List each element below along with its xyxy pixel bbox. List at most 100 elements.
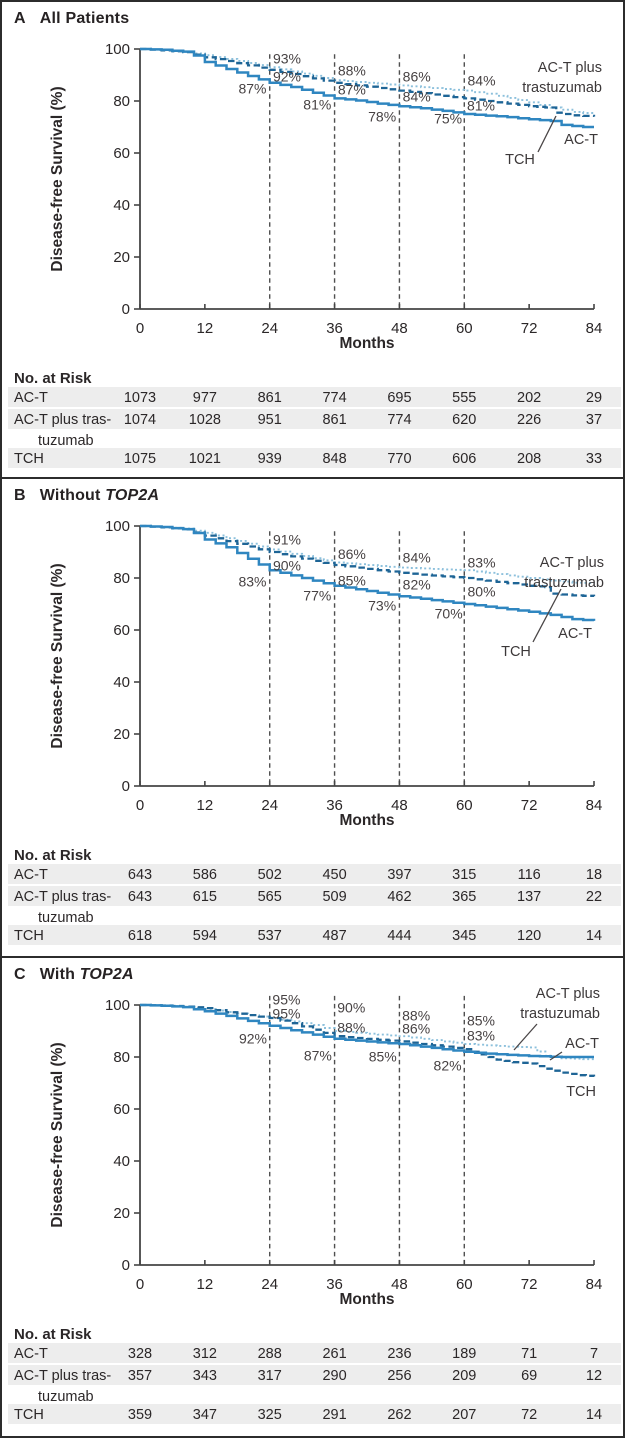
y-axis-title: Disease-free Survival (%) bbox=[49, 563, 66, 748]
x-tick-label: 72 bbox=[521, 797, 538, 814]
annotation-pct-label: 77% bbox=[303, 588, 331, 604]
legend-act: AC-T bbox=[564, 132, 598, 148]
risk-count: 261 bbox=[322, 1346, 346, 1362]
legend-act: AC-T bbox=[565, 1036, 599, 1052]
risk-row-band bbox=[8, 387, 621, 407]
risk-count: 1073 bbox=[124, 390, 156, 406]
risk-count: 509 bbox=[322, 889, 346, 905]
panel-title-text: With bbox=[39, 966, 80, 983]
x-tick-label: 24 bbox=[261, 1276, 278, 1293]
legend-act-plus-trastuzumab: AC-T plus bbox=[538, 60, 602, 76]
x-tick-label: 0 bbox=[136, 320, 144, 337]
x-tick-label: 0 bbox=[136, 797, 144, 814]
annotation-pct-label: 87% bbox=[304, 1047, 332, 1063]
risk-count: 397 bbox=[387, 867, 411, 883]
risk-row-band bbox=[8, 1343, 621, 1363]
risk-count: 137 bbox=[517, 889, 541, 905]
risk-count: 226 bbox=[517, 412, 541, 428]
annotation-pct-label: 88% bbox=[337, 1019, 365, 1035]
risk-count: 977 bbox=[193, 390, 217, 406]
risk-count: 315 bbox=[452, 867, 476, 883]
legend-act-plus-trastuzumab: trastuzumab bbox=[524, 575, 604, 591]
risk-count: 643 bbox=[128, 889, 152, 905]
risk-count: 565 bbox=[258, 889, 282, 905]
risk-row-label: AC-T plus tras- bbox=[14, 889, 111, 905]
annotation-pct-label: 88% bbox=[402, 1007, 430, 1023]
panel-b-title: B Without TOP2A bbox=[14, 487, 159, 505]
risk-count: 695 bbox=[387, 390, 411, 406]
risk-count: 262 bbox=[387, 1407, 411, 1423]
risk-count: 1074 bbox=[124, 412, 156, 428]
legend-tch: TCH bbox=[501, 644, 531, 660]
legend-pointer-line bbox=[537, 115, 557, 153]
annotation-pct-label: 81% bbox=[303, 96, 331, 112]
annotation-pct-label: 90% bbox=[273, 558, 301, 574]
risk-row-band bbox=[8, 925, 621, 945]
risk-count: 444 bbox=[387, 928, 411, 944]
legend-act-plus-trastuzumab: trastuzumab bbox=[520, 1006, 600, 1022]
risk-count: 643 bbox=[128, 867, 152, 883]
y-tick-label: 40 bbox=[113, 674, 130, 691]
annotation-pct-label: 78% bbox=[368, 109, 396, 125]
annotation-pct-label: 73% bbox=[368, 598, 396, 614]
annotation-pct-label: 80% bbox=[468, 584, 496, 600]
risk-count: 12 bbox=[586, 1368, 602, 1384]
risk-count: 347 bbox=[193, 1407, 217, 1423]
risk-count: 939 bbox=[258, 451, 282, 467]
annotation-pct-label: 85% bbox=[467, 1013, 495, 1029]
y-tick-label: 100 bbox=[105, 518, 130, 535]
y-tick-label: 100 bbox=[105, 41, 130, 58]
y-tick-label: 20 bbox=[113, 249, 130, 266]
risk-count: 615 bbox=[193, 889, 217, 905]
y-tick-label: 0 bbox=[122, 778, 130, 795]
y-tick-label: 20 bbox=[113, 726, 130, 743]
risk-row-label: AC-T bbox=[14, 1346, 48, 1362]
risk-count: 202 bbox=[517, 390, 541, 406]
y-tick-label: 20 bbox=[113, 1205, 130, 1222]
annotation-pct-label: 86% bbox=[338, 546, 366, 562]
annotation-pct-label: 84% bbox=[403, 89, 431, 105]
risk-count: 537 bbox=[258, 928, 282, 944]
risk-count: 71 bbox=[521, 1346, 537, 1362]
annotation-pct-label: 70% bbox=[435, 605, 463, 621]
risk-count: 462 bbox=[387, 889, 411, 905]
panel-a: A All Patients 0 20 40 60 80 100 0 12 24 36 48 60 72 8… bbox=[2, 2, 623, 479]
risk-count: 325 bbox=[258, 1407, 282, 1423]
survival-curve-ac-t bbox=[140, 47, 594, 129]
x-axis-title: Months bbox=[339, 812, 394, 829]
risk-count: 606 bbox=[452, 451, 476, 467]
legend-act-plus-trastuzumab: trastuzumab bbox=[522, 80, 602, 96]
legend-act: AC-T bbox=[558, 626, 592, 642]
risk-count: 14 bbox=[586, 1407, 602, 1423]
x-tick-label: 36 bbox=[326, 320, 343, 337]
x-tick-label: 12 bbox=[197, 1276, 214, 1293]
panel-c-title: C With TOP2A bbox=[14, 966, 134, 984]
x-tick-label: 84 bbox=[586, 797, 603, 814]
survival-curve-ac-t-plus-trastuzumab bbox=[140, 525, 595, 584]
risk-row-band bbox=[8, 409, 621, 429]
risk-count: 312 bbox=[193, 1346, 217, 1362]
risk-count: 14 bbox=[586, 928, 602, 944]
risk-table-header: No. at Risk bbox=[14, 1326, 92, 1343]
risk-count: 291 bbox=[322, 1407, 346, 1423]
risk-row-label: AC-T bbox=[14, 390, 48, 406]
risk-count: 620 bbox=[452, 412, 476, 428]
annotation-pct-label: 90% bbox=[337, 1000, 365, 1016]
risk-table-header: No. at Risk bbox=[14, 370, 92, 387]
y-tick-label: 80 bbox=[113, 93, 130, 110]
risk-count: 345 bbox=[452, 928, 476, 944]
risk-count: 18 bbox=[586, 867, 602, 883]
risk-count: 69 bbox=[521, 1368, 537, 1384]
risk-count: 618 bbox=[128, 928, 152, 944]
km-chart-with-top2a: 0 20 40 60 80 100 0 12 24 36 48 60 72 84 Months Disease… bbox=[8, 986, 621, 1424]
y-tick-label: 60 bbox=[113, 145, 130, 162]
risk-count: 7 bbox=[590, 1346, 598, 1362]
annotation-pct-label: 91% bbox=[273, 532, 301, 548]
y-tick-label: 60 bbox=[113, 1101, 130, 1118]
panel-title-text: All Patients bbox=[39, 10, 130, 27]
panel-title-gene: TOP2A bbox=[79, 966, 134, 983]
x-tick-label: 24 bbox=[261, 320, 278, 337]
y-tick-label: 80 bbox=[113, 570, 130, 587]
legend-tch: TCH bbox=[505, 152, 535, 168]
